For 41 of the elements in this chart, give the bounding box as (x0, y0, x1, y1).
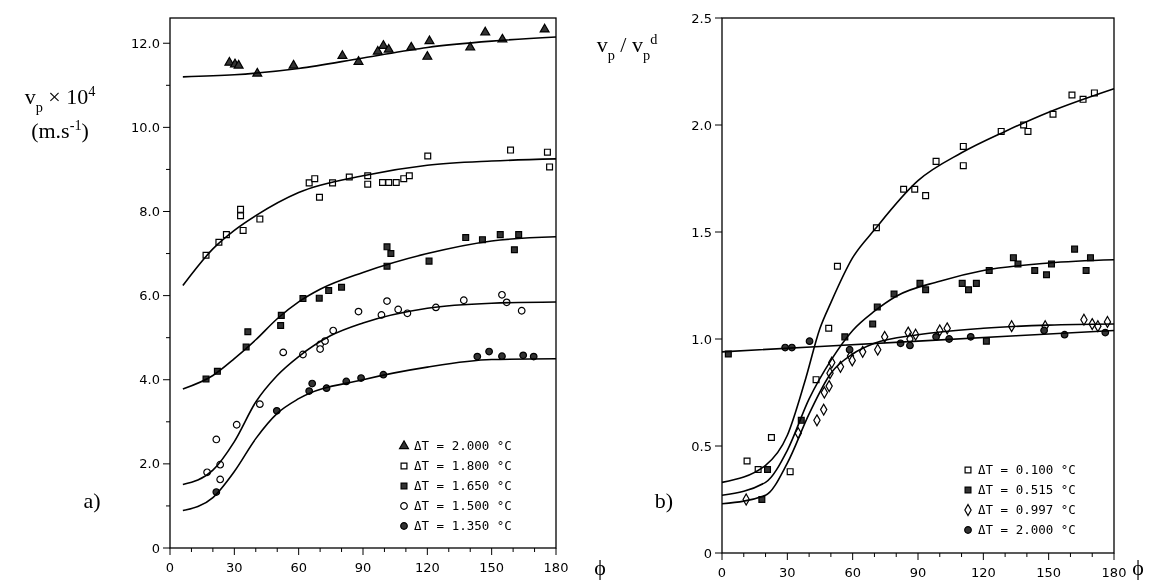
x-tick-label: 180 (543, 560, 569, 575)
legend-label: ΔT = 1.800 °C (414, 458, 512, 474)
y-tick-label: 4.0 (139, 372, 160, 388)
y-tick-label: 10.0 (131, 119, 160, 135)
x-tick-label: 30 (779, 565, 796, 580)
x-tick-label: 0 (165, 560, 175, 575)
legend-label: ΔT = 2.000 °C (414, 438, 512, 454)
x-axis-title: ϕ (594, 555, 606, 580)
x-tick-label: 0 (717, 565, 727, 580)
x-tick-label: 120 (970, 565, 996, 580)
y-tick-label: 8.0 (139, 204, 160, 220)
text: a) (83, 488, 101, 513)
legend-label: ΔT = 0.100 °C (978, 462, 1076, 478)
x-tick-label: 60 (290, 560, 307, 575)
legend-label: ΔT = 2.000 °C (978, 522, 1076, 538)
x-tick-label: 30 (226, 560, 243, 575)
text: v$_{p}$ × 10$^{4}$ (m.s$^{-1}$) (24, 83, 96, 143)
x-tick-label: 180 (1101, 565, 1127, 580)
y-tick-label: 12.0 (131, 35, 160, 51)
legend-label: ΔT = 1.350 °C (414, 518, 512, 534)
y-tick-label: 0 (703, 545, 712, 561)
y-tick-label: 1.0 (691, 331, 712, 347)
y-tick-label: 0 (151, 540, 160, 556)
y-tick-label: 2.5 (691, 10, 712, 26)
legend-label: ΔT = 0.997 °C (978, 502, 1076, 518)
x-tick-label: 90 (909, 565, 927, 580)
x-tick-label: 60 (844, 565, 861, 580)
y-tick-label: 2.0 (691, 117, 712, 133)
legend-label: ΔT = 0.515 °C (978, 482, 1076, 498)
legend-label: ΔT = 1.650 °C (414, 478, 512, 494)
x-tick-label: 150 (479, 560, 505, 575)
y-tick-label: 1.5 (691, 224, 712, 240)
x-tick-label: 150 (1036, 565, 1062, 580)
legend-label: ΔT = 1.500 °C (414, 498, 512, 514)
text: b) (654, 488, 674, 513)
x-axis-title: ϕ (1132, 555, 1144, 580)
y-tick-label: 2.0 (139, 456, 160, 472)
y-tick-label: 6.0 (139, 288, 160, 304)
x-tick-label: 120 (414, 560, 440, 575)
x-tick-label: 90 (354, 560, 372, 575)
y-tick-label: 0.5 (691, 438, 712, 454)
